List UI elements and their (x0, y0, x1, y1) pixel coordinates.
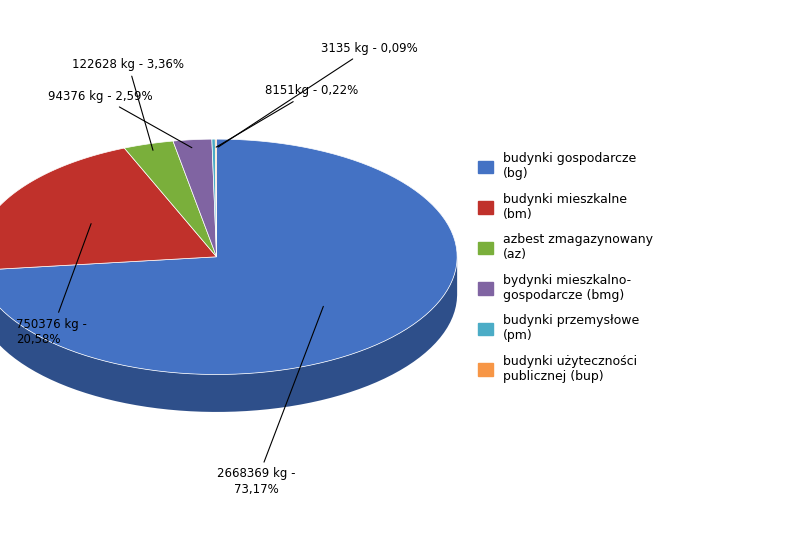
Text: 94376 kg - 2,59%: 94376 kg - 2,59% (48, 90, 192, 148)
Polygon shape (124, 141, 217, 257)
Polygon shape (0, 257, 217, 308)
Polygon shape (0, 258, 457, 412)
Polygon shape (0, 148, 217, 270)
Polygon shape (173, 139, 217, 257)
Polygon shape (0, 139, 457, 374)
Text: 750376 kg -
20,58%: 750376 kg - 20,58% (16, 224, 91, 346)
Legend: budynki gospodarcze
(bg), budynki mieszkalne
(bm), azbest zmagazynowany
(az), by: budynki gospodarcze (bg), budynki mieszk… (472, 146, 659, 389)
Polygon shape (212, 139, 217, 257)
Text: 122628 kg - 3,36%: 122628 kg - 3,36% (72, 58, 184, 150)
Text: 8151kg - 0,22%: 8151kg - 0,22% (217, 85, 358, 147)
Polygon shape (215, 139, 217, 257)
Polygon shape (0, 257, 217, 308)
Text: 2668369 kg -
73,17%: 2668369 kg - 73,17% (217, 307, 323, 495)
Text: 3135 kg - 0,09%: 3135 kg - 0,09% (218, 42, 418, 147)
